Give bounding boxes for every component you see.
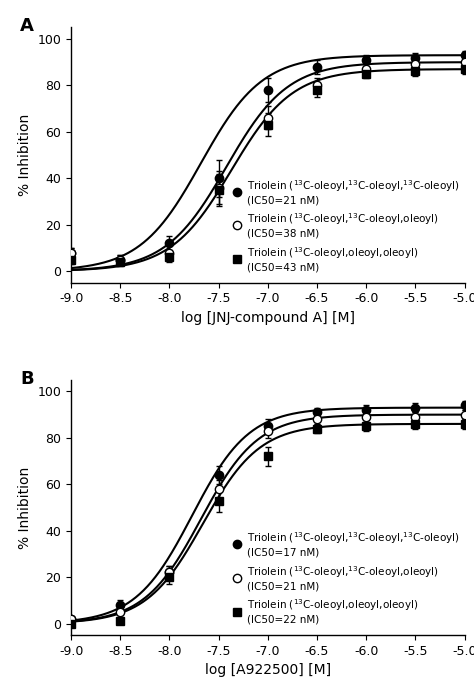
X-axis label: log [A922500] [M]: log [A922500] [M] (205, 663, 331, 678)
Legend: Triolein ($^{13}$C-oleoyl,$^{13}$C-oleoyl,$^{13}$C-oleoyl)
(IC50=17 nM), Triolei: Triolein ($^{13}$C-oleoyl,$^{13}$C-oleoy… (232, 530, 459, 625)
Y-axis label: % Inhibition: % Inhibition (18, 114, 32, 196)
Y-axis label: % Inhibition: % Inhibition (18, 466, 32, 548)
X-axis label: log [JNJ-compound A] [M]: log [JNJ-compound A] [M] (181, 311, 355, 325)
Legend: Triolein ($^{13}$C-oleoyl,$^{13}$C-oleoyl,$^{13}$C-oleoyl)
(IC50=21 nM), Triolei: Triolein ($^{13}$C-oleoyl,$^{13}$C-oleoy… (232, 178, 459, 273)
Text: B: B (20, 370, 34, 387)
Text: A: A (20, 17, 34, 35)
